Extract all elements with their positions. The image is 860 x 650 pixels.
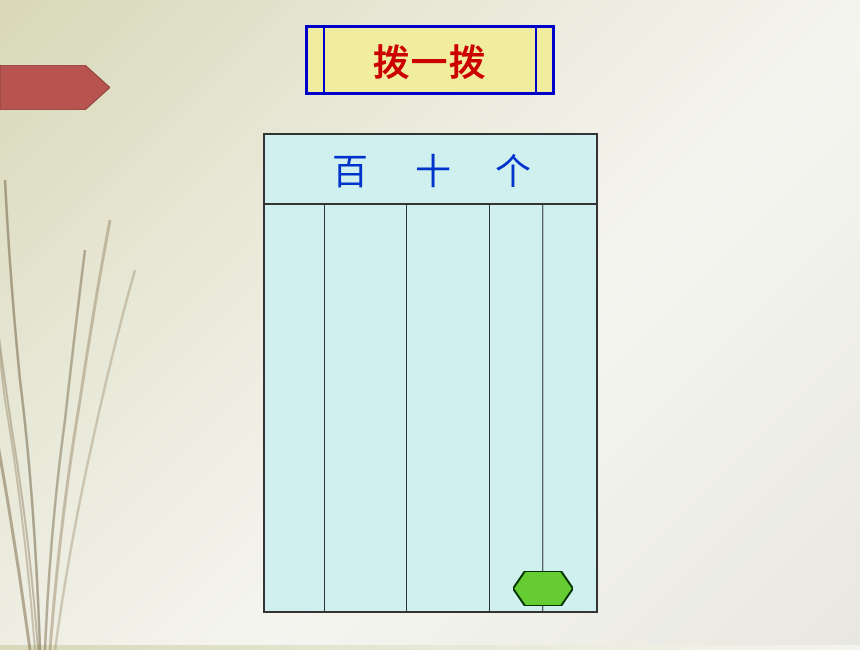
- abacus-container: 百 十 个: [263, 133, 598, 613]
- column-tens: [407, 205, 490, 611]
- arrow-badge: [0, 65, 110, 110]
- title-divider-left: [323, 28, 325, 92]
- title-text: 拨一拨: [373, 34, 487, 86]
- abacus-columns: [265, 205, 596, 611]
- bead-ones[interactable]: [513, 571, 573, 606]
- column-hundreds: [325, 205, 408, 611]
- grass-decoration: [0, 100, 200, 650]
- header-tens: 十: [415, 143, 451, 195]
- column-ones: [490, 205, 596, 611]
- title-box: 拨一拨: [305, 25, 555, 95]
- abacus-header: 百 十 个: [265, 135, 596, 205]
- title-divider-right: [535, 28, 537, 92]
- header-hundreds: 百: [332, 143, 368, 195]
- rod-ones: [542, 205, 544, 611]
- column-1: [265, 205, 325, 611]
- header-ones: 个: [495, 143, 531, 195]
